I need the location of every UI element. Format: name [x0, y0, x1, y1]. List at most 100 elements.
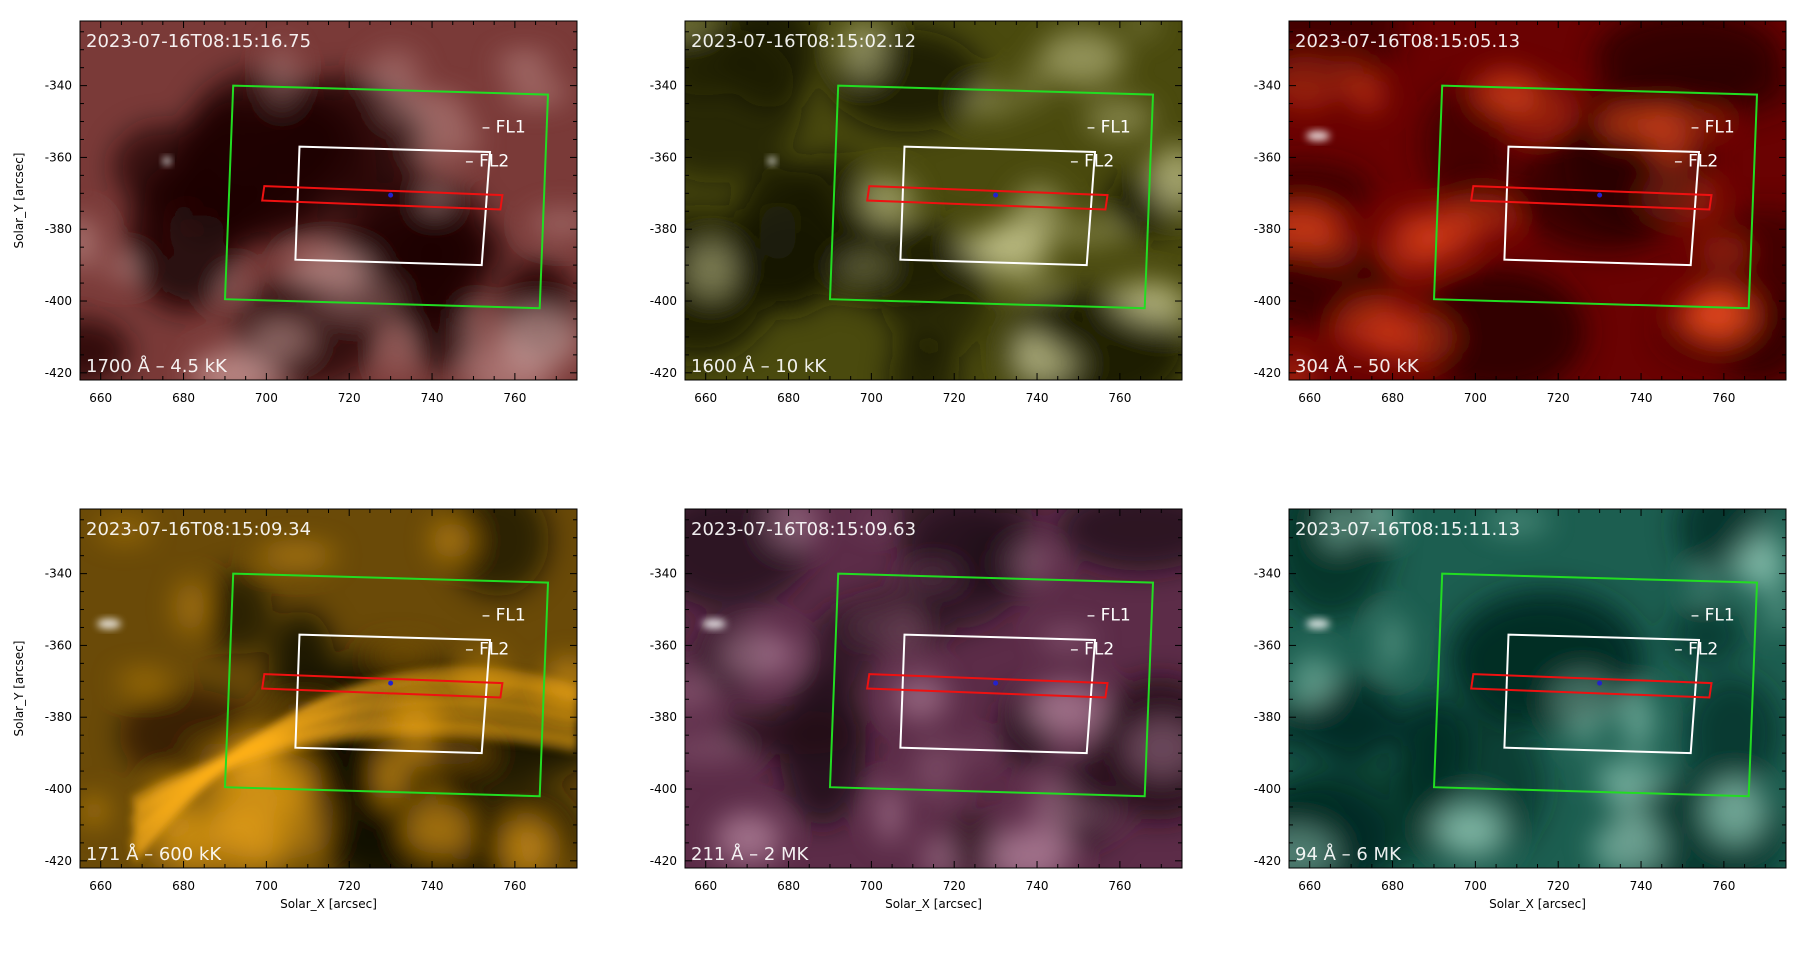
y-tick-label: -360 [1254, 638, 1281, 652]
fl2-label: – FL2 [1070, 151, 1114, 171]
fl1-label: – FL1 [1691, 117, 1735, 137]
panel-aia94: – FL1 – FL2 2023-07-16T08:15:11.13 94 Å – 6… [1254, 508, 1787, 911]
x-tick-label: 760 [1712, 879, 1735, 893]
blue-marker [388, 680, 394, 686]
x-tick-label: 720 [338, 879, 361, 893]
bright-point [162, 157, 171, 166]
y-tick-label: -400 [650, 782, 677, 796]
panel-aia171: – FL1 – FL2 2023-07-16T08:15:09.34 171 Å – … [12, 508, 578, 911]
solar-image-aia211 [685, 509, 1182, 868]
x-tick-label: 740 [1026, 391, 1049, 405]
x-tick-label: 660 [694, 879, 717, 893]
y-tick-label: -340 [650, 79, 677, 93]
x-tick-label: 720 [1547, 391, 1570, 405]
image-texture [1289, 509, 1786, 868]
y-tick-label: -420 [650, 854, 677, 868]
white-box [294, 633, 492, 755]
timestamp-label: 2023-07-16T08:15:02.12 [691, 31, 916, 52]
channel-label: 1700 Å – 4.5 kK [86, 355, 228, 377]
image-texture [1289, 21, 1786, 380]
y-tick-label: -400 [1254, 294, 1281, 308]
channel-label: 1600 Å – 10 kK [691, 355, 827, 377]
y-axis-label: Solar_Y [arcsec] [12, 641, 26, 737]
blue-marker [993, 680, 999, 686]
x-tick-label: 700 [1464, 391, 1487, 405]
y-tick-label: -340 [45, 79, 72, 93]
red-slit [261, 673, 504, 699]
y-tick-label: -380 [1254, 222, 1281, 236]
panel-aia304: – FL1 – FL2 2023-07-16T08:15:05.13 304 Å – … [1254, 20, 1787, 405]
timestamp-label: 2023-07-16T08:15:09.34 [86, 519, 311, 540]
timestamp-label: 2023-07-16T08:15:11.13 [1295, 519, 1520, 540]
timestamp-label: 2023-07-16T08:15:16.75 [86, 31, 311, 52]
x-tick-label: 720 [943, 879, 966, 893]
x-tick-label: 680 [777, 879, 800, 893]
y-tick-label: -340 [1254, 567, 1281, 581]
green-box [1432, 84, 1759, 310]
white-box [1503, 145, 1701, 267]
x-tick-label: 680 [1381, 879, 1404, 893]
x-tick-label: 700 [860, 879, 883, 893]
fl2-label: – FL2 [465, 151, 509, 171]
y-tick-label: -400 [45, 294, 72, 308]
x-axis-label: Solar_X [arcsec] [885, 897, 982, 911]
panel-aia211: – FL1 – FL2 2023-07-16T08:15:09.63 211 Å – … [650, 508, 1183, 911]
green-box [828, 84, 1155, 310]
y-tick-label: -400 [1254, 782, 1281, 796]
x-tick-label: 700 [255, 879, 278, 893]
x-axis-label: Solar_X [arcsec] [1489, 897, 1586, 911]
solar-image-aia94 [1289, 509, 1786, 868]
y-tick-label: -360 [1254, 150, 1281, 164]
x-tick-label: 760 [503, 391, 526, 405]
panel-aia1600: – FL1 – FL2 2023-07-16T08:15:02.12 1600 Å –… [650, 20, 1183, 405]
fl1-label: – FL1 [1691, 605, 1735, 625]
y-tick-label: -340 [45, 567, 72, 581]
x-tick-label: 740 [1026, 879, 1049, 893]
white-box [1503, 633, 1701, 755]
y-tick-label: -420 [45, 854, 72, 868]
white-box [294, 145, 492, 267]
blue-marker [1597, 192, 1603, 198]
blue-marker [993, 192, 999, 198]
x-tick-label: 660 [1298, 879, 1321, 893]
x-tick-label: 720 [1547, 879, 1570, 893]
blue-marker [388, 192, 394, 198]
fl2-label: – FL2 [1674, 151, 1718, 171]
x-tick-label: 660 [694, 391, 717, 405]
x-tick-label: 680 [172, 391, 195, 405]
x-tick-label: 740 [1630, 391, 1653, 405]
red-slit [261, 185, 504, 211]
timestamp-label: 2023-07-16T08:15:05.13 [1295, 31, 1520, 52]
solar-image-aia304 [1289, 21, 1786, 380]
y-tick-label: -420 [45, 366, 72, 380]
green-box [1432, 572, 1759, 798]
x-tick-label: 740 [421, 391, 444, 405]
fl1-label: – FL1 [1087, 605, 1131, 625]
fl2-label: – FL2 [1070, 639, 1114, 659]
x-tick-label: 700 [255, 391, 278, 405]
y-tick-label: -380 [650, 222, 677, 236]
panel-aia1700: – FL1 – FL2 2023-07-16T08:15:16.75 1700 Å –… [12, 20, 578, 405]
bright-point [701, 618, 726, 629]
x-tick-label: 700 [1464, 879, 1487, 893]
bright-point [1305, 618, 1330, 629]
y-tick-label: -340 [1254, 79, 1281, 93]
fl1-label: – FL1 [1087, 117, 1131, 137]
x-tick-label: 740 [1630, 879, 1653, 893]
x-tick-label: 760 [1108, 391, 1131, 405]
x-axis-label: Solar_X [arcsec] [280, 897, 377, 911]
x-tick-label: 760 [503, 879, 526, 893]
y-tick-label: -400 [650, 294, 677, 308]
y-tick-label: -360 [45, 638, 72, 652]
blue-marker [1597, 680, 1603, 686]
red-slit [1470, 673, 1713, 699]
white-box [899, 145, 1097, 267]
y-tick-label: -420 [1254, 854, 1281, 868]
y-tick-label: -360 [650, 150, 677, 164]
y-tick-label: -400 [45, 782, 72, 796]
x-tick-label: 760 [1712, 391, 1735, 405]
green-box [828, 572, 1155, 798]
bright-point [1305, 130, 1330, 141]
y-axis-label: Solar_Y [arcsec] [12, 153, 26, 249]
